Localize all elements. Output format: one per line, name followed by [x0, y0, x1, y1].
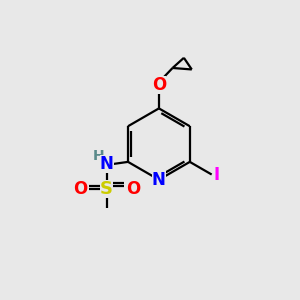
- Text: H: H: [92, 149, 104, 163]
- Text: I: I: [214, 166, 220, 184]
- Text: O: O: [73, 180, 87, 198]
- Text: N: N: [152, 171, 166, 189]
- Text: O: O: [126, 180, 140, 198]
- Text: S: S: [100, 180, 113, 198]
- Text: O: O: [152, 76, 166, 94]
- Text: N: N: [100, 155, 114, 173]
